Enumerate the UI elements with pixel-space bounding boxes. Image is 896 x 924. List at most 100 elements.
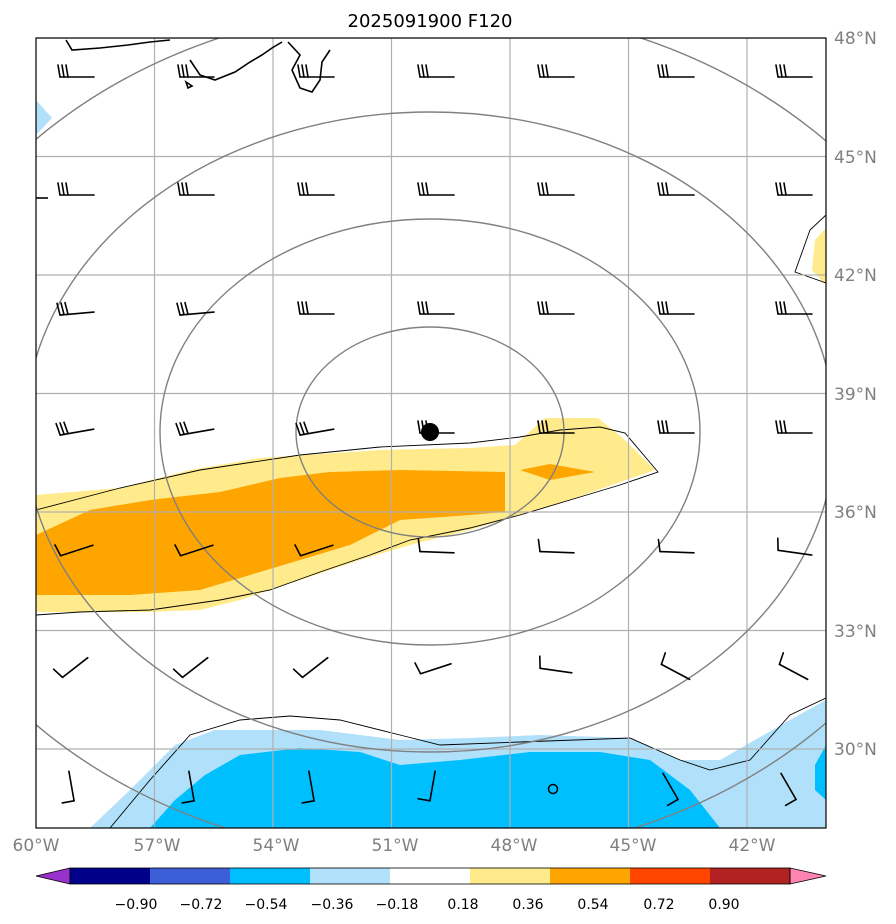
wind-barb bbox=[52, 656, 89, 679]
band-positive-east bbox=[812, 228, 826, 285]
wind-barb bbox=[657, 420, 695, 434]
lat-label: 42°N bbox=[834, 266, 877, 286]
lat-label: 48°N bbox=[834, 29, 877, 49]
colorbar-tick-label: 0.36 bbox=[512, 897, 543, 913]
colorbar-segment bbox=[70, 868, 151, 884]
map-border bbox=[35, 37, 827, 829]
gridlines bbox=[36, 38, 826, 828]
range-rings bbox=[36, 38, 826, 828]
colorbar-segment bbox=[390, 868, 471, 884]
colorbar-tick-label: 0.54 bbox=[577, 897, 608, 913]
colorbar-segment bbox=[630, 868, 711, 884]
band-negative-medium bbox=[150, 748, 720, 828]
wind-barb bbox=[175, 421, 215, 436]
wind-barb bbox=[417, 538, 455, 554]
wind-barb bbox=[537, 538, 575, 554]
lat-label: 30°N bbox=[834, 740, 877, 760]
wind-barb bbox=[539, 655, 573, 674]
wind-barb bbox=[777, 537, 813, 556]
wind-barb bbox=[775, 64, 813, 78]
colorbar-tick-label: 0.72 bbox=[643, 897, 674, 913]
coastline-island bbox=[184, 80, 194, 90]
wind-barb bbox=[297, 301, 335, 315]
wind-barb bbox=[55, 421, 95, 436]
wind-barb bbox=[294, 544, 334, 557]
wind-barb bbox=[775, 182, 813, 196]
band-negative-medium-east bbox=[815, 745, 826, 800]
band-positive-medium-small bbox=[520, 464, 595, 480]
range-ring-2 bbox=[159, 218, 701, 646]
wind-barb bbox=[537, 182, 575, 196]
colorbar-segment bbox=[470, 868, 551, 884]
wind-barb bbox=[417, 182, 455, 196]
wind-barb bbox=[174, 544, 214, 557]
wind-barb bbox=[295, 421, 335, 436]
lat-labels: 48°N 45°N 42°N 39°N 36°N 33°N 30°N bbox=[834, 29, 877, 760]
coastline-north-2 bbox=[189, 41, 283, 81]
wind-barb bbox=[57, 182, 95, 196]
colorbar-tick-label: 0.18 bbox=[447, 897, 478, 913]
wind-barb bbox=[780, 772, 797, 807]
band-negative-west bbox=[36, 100, 52, 135]
wind-barb bbox=[537, 420, 575, 434]
wind-barb bbox=[54, 544, 94, 557]
lon-label: 42°W bbox=[729, 836, 776, 856]
wind-barb bbox=[177, 64, 215, 78]
wind-barb bbox=[301, 770, 315, 804]
wind-barbs bbox=[52, 64, 813, 807]
wind-barb bbox=[775, 420, 813, 434]
wind-barb bbox=[662, 772, 679, 807]
wind-barb bbox=[177, 182, 215, 196]
wind-barb bbox=[417, 64, 455, 78]
range-ring-1 bbox=[295, 326, 565, 538]
colorbar-tick-label: 0.90 bbox=[708, 897, 739, 913]
wind-barb bbox=[292, 656, 329, 679]
colorbar-segment bbox=[710, 868, 791, 884]
colorbar-frame bbox=[69, 867, 791, 885]
lat-label: 39°N bbox=[834, 385, 877, 405]
wind-barb bbox=[657, 182, 695, 196]
colorbar-labels: −0.90 −0.72 −0.54 −0.36 −0.18 0.18 0.36 … bbox=[115, 897, 740, 913]
band-positive-medium bbox=[36, 470, 505, 595]
lat-label: 33°N bbox=[834, 622, 877, 642]
lon-label: 48°W bbox=[491, 836, 538, 856]
wind-barb bbox=[657, 301, 695, 315]
wind-barb bbox=[660, 652, 691, 681]
colorbar-tick-label: −0.54 bbox=[245, 897, 288, 913]
colorbar-tick-label: −0.90 bbox=[115, 897, 158, 913]
wind-barb bbox=[537, 64, 575, 78]
coastline-north-3 bbox=[287, 41, 331, 93]
lon-label: 60°W bbox=[13, 836, 60, 856]
colorbar-tick-label: −0.18 bbox=[376, 897, 419, 913]
wind-barb bbox=[172, 656, 209, 679]
wind-barb bbox=[657, 64, 695, 78]
wind-barb bbox=[537, 301, 575, 315]
colorbar-extend-low bbox=[35, 867, 71, 885]
colorbar-segment bbox=[150, 868, 231, 884]
wind-barb bbox=[176, 301, 215, 316]
field-layer bbox=[36, 100, 826, 828]
zero-contour-east bbox=[794, 214, 826, 284]
lon-labels: 60°W 57°W 54°W 51°W 48°W 45°W 42°W bbox=[13, 836, 776, 856]
wind-barb bbox=[181, 770, 195, 804]
wind-barb bbox=[57, 64, 95, 78]
lon-label: 45°W bbox=[610, 836, 657, 856]
coastline-north-1 bbox=[65, 39, 171, 51]
wind-barb bbox=[297, 64, 335, 78]
wind-barb bbox=[56, 301, 95, 316]
lon-label: 57°W bbox=[134, 836, 181, 856]
wind-barb bbox=[417, 770, 436, 802]
wind-barb bbox=[414, 662, 452, 675]
colorbar-segment bbox=[550, 868, 631, 884]
colorbar-segment bbox=[310, 868, 391, 884]
lon-label: 51°W bbox=[372, 836, 419, 856]
wind-barb bbox=[417, 301, 455, 315]
wind-barb bbox=[775, 301, 813, 315]
colorbar-tick-label: −0.36 bbox=[311, 897, 354, 913]
wind-barb bbox=[657, 538, 695, 554]
wind-barb bbox=[61, 770, 75, 804]
range-ring-3 bbox=[36, 111, 826, 753]
wind-barb bbox=[778, 652, 809, 681]
colorbar bbox=[35, 867, 827, 885]
